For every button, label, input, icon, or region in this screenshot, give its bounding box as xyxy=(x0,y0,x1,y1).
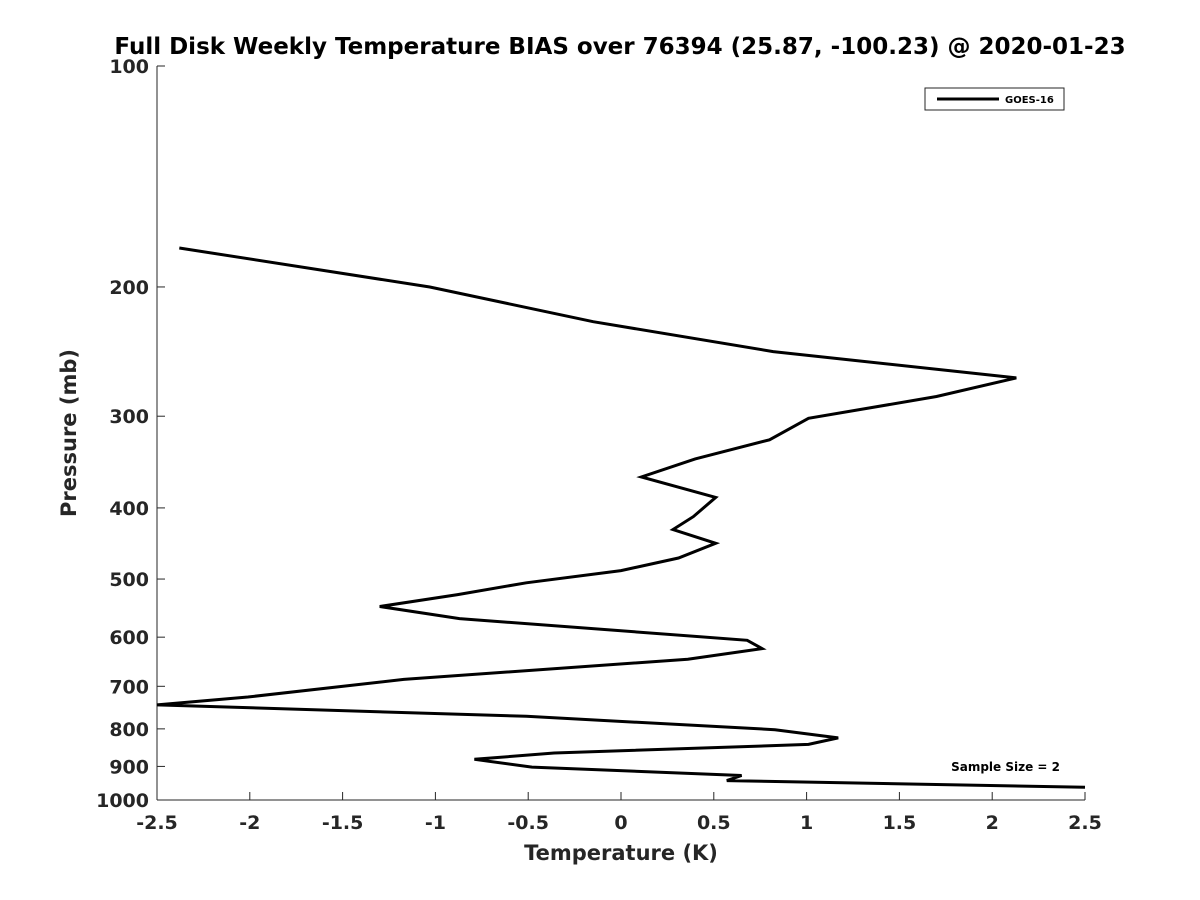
x-tick-label: 2 xyxy=(986,812,999,834)
chart-title: Full Disk Weekly Temperature BIAS over 7… xyxy=(114,34,1125,60)
x-tick-label: -1 xyxy=(425,812,446,834)
legend: GOES-16 xyxy=(924,87,1065,111)
x-tick-label: 1 xyxy=(800,812,813,834)
plot-area: -2.5 -2 -1.5 -1 -0.5 0 0.5 1 1.5 2 2.5 100 200 300 40… xyxy=(96,56,1102,834)
series-layer xyxy=(156,246,1086,789)
x-tick-label: 2.5 xyxy=(1068,812,1102,834)
x-ticks: -2.5 -2 -1.5 -1 -0.5 0 0.5 1 1.5 2 2.5 xyxy=(136,792,1102,834)
y-tick-label: 100 xyxy=(109,56,149,78)
y-tick-label: 700 xyxy=(109,676,149,698)
x-tick-label: 1.5 xyxy=(883,812,917,834)
y-tick-label: 900 xyxy=(109,756,149,778)
x-tick-label: 0.5 xyxy=(697,812,731,834)
x-tick-label: -2.5 xyxy=(136,812,178,834)
legend-entry-goes16: GOES-16 xyxy=(1005,95,1054,106)
y-tick-label: 800 xyxy=(109,719,149,741)
y-tick-label: 300 xyxy=(109,406,149,428)
y-tick-label: 400 xyxy=(109,498,149,520)
x-tick-label: -2 xyxy=(239,812,260,834)
x-axis-label: Temperature (K) xyxy=(524,841,718,865)
y-tick-label: 500 xyxy=(109,569,149,591)
y-tick-label: 200 xyxy=(109,277,149,299)
series-line-goes16 xyxy=(156,246,1086,789)
y-tick-label: 600 xyxy=(109,627,149,649)
y-ticks: 100 200 300 400 500 600 700 800 900 1000 xyxy=(96,56,165,812)
x-tick-label: -1.5 xyxy=(322,812,364,834)
sample-size-annotation: Sample Size = 2 xyxy=(951,760,1060,774)
y-tick-label: 1000 xyxy=(96,790,149,812)
x-tick-label: -0.5 xyxy=(507,812,549,834)
x-tick-label: 0 xyxy=(614,812,627,834)
y-axis-label: Pressure (mb) xyxy=(57,349,81,517)
